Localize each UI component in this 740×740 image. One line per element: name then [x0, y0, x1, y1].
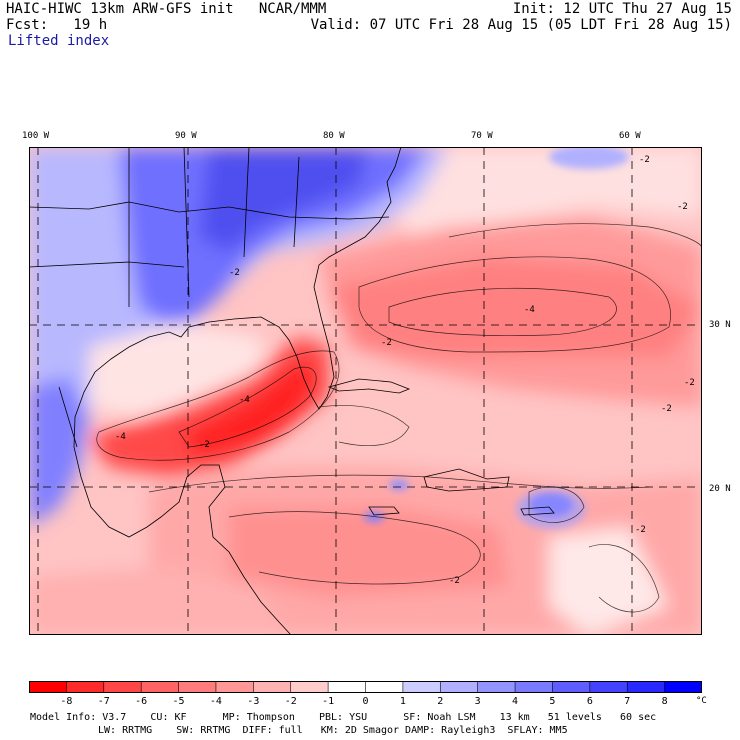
- forecast-hour: Fcst: 19 h: [6, 17, 108, 33]
- contour-label: -2: [677, 202, 688, 212]
- colorbar-tick-label: -7: [97, 696, 110, 707]
- map-frame: [29, 147, 702, 635]
- colorbar-unit: °C: [696, 696, 707, 706]
- colorbar-swatch: [290, 681, 329, 693]
- colorbar-tick-label: -3: [247, 696, 260, 707]
- lon-label-80w: 80 W: [323, 131, 345, 141]
- colorbar-tick-label: -8: [60, 696, 73, 707]
- colorbar-swatch: [552, 681, 591, 693]
- colorbar-swatch: [515, 681, 553, 693]
- colorbar-tick-label: -4: [209, 696, 222, 707]
- colorbar-swatch: [477, 681, 516, 693]
- lon-label-60w: 60 W: [619, 131, 641, 141]
- colorbar-swatch: [215, 681, 254, 693]
- contour-lines: [96, 223, 702, 613]
- colorbar-tick-label: 5: [549, 696, 556, 707]
- contour-label: -2: [661, 404, 672, 414]
- lifted-index-map: -2 -2 -2 -2 -2 -2 -4 -4 -4 -2 -2 -2: [29, 147, 702, 635]
- colorbar-swatch: [627, 681, 666, 693]
- contour-label: -4: [115, 432, 126, 442]
- colorbar-swatch: [589, 681, 628, 693]
- colorbar-tick-label: 3: [474, 696, 481, 707]
- colorbar-swatch: [664, 681, 702, 693]
- lat-label-20n: 20 N: [709, 484, 731, 494]
- coastlines: [29, 147, 555, 635]
- colorbar-swatch: [328, 681, 366, 693]
- colorbar-swatch: [103, 681, 142, 693]
- colorbar-swatch: [141, 681, 180, 693]
- field-name: Lifted index: [8, 33, 110, 49]
- colorbar-tick-label: 7: [624, 696, 631, 707]
- lat-label-30n: 30 N: [709, 320, 731, 330]
- colorbar-swatch: [253, 681, 292, 693]
- contour-label: -4: [524, 305, 535, 315]
- colorbar-tick-label: 1: [399, 696, 406, 707]
- colorbar-swatch: [29, 681, 67, 693]
- init-time: Init: 12 UTC Thu 27 Aug 15: [512, 1, 732, 17]
- colorbar-swatch: [440, 681, 479, 693]
- contour-label: -2: [449, 576, 460, 586]
- lon-label-90w: 90 W: [175, 131, 197, 141]
- colorbar-swatch: [402, 681, 441, 693]
- colorbar-tick-label: -5: [172, 696, 185, 707]
- colorbar-tick-label: -6: [135, 696, 148, 707]
- colorbar-tick-label: 4: [512, 696, 519, 707]
- contour-label: -2: [639, 155, 650, 165]
- colorbar-swatch: [66, 681, 105, 693]
- colorbar-tick-label: 6: [586, 696, 593, 707]
- contour-label: -2: [381, 338, 392, 348]
- colorbar: [29, 681, 702, 693]
- contour-label: -4: [239, 395, 250, 405]
- model-title: HAIC-HIWC 13km ARW-GFS init NCAR/MMM: [6, 1, 327, 17]
- valid-time: Valid: 07 UTC Fri 28 Aug 15 (05 LDT Fri …: [310, 17, 732, 33]
- colorbar-tick-label: -1: [322, 696, 335, 707]
- colorbar-tick-label: 2: [437, 696, 444, 707]
- contour-label: -2: [635, 525, 646, 535]
- colorbar-swatch: [365, 681, 404, 693]
- lon-label-100w: 100 W: [22, 131, 50, 141]
- footer-line-2: LW: RRTMG SW: RRTMG DIFF: full KM: 2D Sm…: [98, 725, 568, 736]
- lon-label-70w: 70 W: [471, 131, 493, 141]
- colorbar-tick-label: -2: [284, 696, 297, 707]
- contour-label: -2: [229, 268, 240, 278]
- footer-line-1: Model Info: V3.7 CU: KF MP: Thompson PBL…: [30, 712, 657, 723]
- colorbar-tick-label: 8: [661, 696, 668, 707]
- graticule: [29, 147, 702, 635]
- colorbar-tick-label: 0: [362, 696, 369, 707]
- contour-label: -2: [199, 440, 210, 450]
- colorbar-swatch: [178, 681, 217, 693]
- instability-field: [29, 147, 702, 635]
- contour-label: -2: [684, 378, 695, 388]
